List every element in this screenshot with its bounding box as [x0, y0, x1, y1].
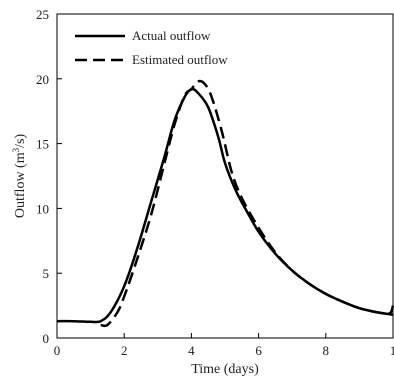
plot-frame: [56, 13, 394, 339]
series-layer: [56, 79, 394, 328]
x-axis-title: Time (days): [191, 362, 259, 377]
legend-label-actual: Actual outflow: [132, 28, 211, 43]
y-tick-label: 25: [36, 7, 49, 22]
y-tick-label: 10: [36, 201, 49, 216]
legend: Actual outflow Estimated outflow: [75, 28, 228, 67]
y-tick-label: 5: [43, 266, 50, 281]
y-axis-title-base: Outflow (m: [13, 152, 28, 218]
x-tick-label: 2: [121, 343, 128, 358]
y-axis-title-superscript: 3: [11, 147, 21, 152]
x-tick-label: 6: [255, 343, 262, 358]
y-tick-label: 15: [36, 137, 49, 152]
x-tick-label: 8: [323, 343, 330, 358]
series-line-estimated-outflow: [100, 79, 394, 328]
legend-label-estimated: Estimated outflow: [132, 52, 228, 67]
y-tick-label: 20: [36, 72, 49, 87]
y-axis: 0 5 10 15 20 25: [36, 7, 62, 346]
series-line-actual-outflow: [56, 87, 394, 324]
y-axis-title: Outflow (m3/s): [11, 134, 28, 219]
x-tick-label: 4: [188, 343, 195, 358]
y-axis-title-tail: /s): [13, 134, 28, 148]
x-tick-label: 0: [54, 343, 61, 358]
x-axis: 0 2 4 6 8 1: [54, 333, 394, 358]
y-tick-label: 0: [43, 331, 50, 346]
x-tick-label: 1: [390, 343, 394, 358]
